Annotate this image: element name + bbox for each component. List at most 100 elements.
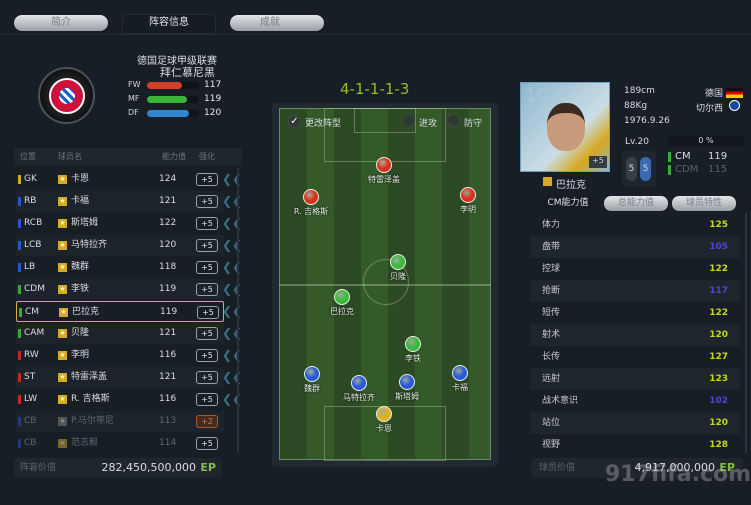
upgrade-button[interactable]: +5 xyxy=(196,261,218,274)
table-row[interactable]: ST ★ 特雷泽盖 121 +5 xyxy=(16,367,224,388)
drag-handle-icon[interactable]: ❮❮ xyxy=(222,194,243,208)
player-marker[interactable] xyxy=(452,365,468,381)
player-position: RB xyxy=(24,196,37,206)
team-name: 拜仁慕尼黑 xyxy=(160,66,215,79)
table-row[interactable]: CDM ★ 李铁 119 +5 xyxy=(16,279,224,300)
attribute-name: 视野 xyxy=(542,440,561,450)
player-name: 卡恩 xyxy=(71,174,90,184)
upgrade-button[interactable]: +5 xyxy=(196,217,218,230)
attribute-value: 123 xyxy=(709,374,728,384)
player-star-icon xyxy=(543,177,552,186)
drag-handle-icon[interactable]: ❮❮ xyxy=(222,326,243,340)
drag-handle-icon[interactable]: ❮❮ xyxy=(222,370,243,384)
player-marker[interactable] xyxy=(303,189,319,205)
player-rating: 114 xyxy=(159,438,177,448)
star-icon: ★ xyxy=(58,241,67,250)
table-row[interactable]: CB ★ 范志毅 114 +5 xyxy=(16,433,224,454)
attribute-row: 抢断 117 xyxy=(530,280,740,302)
drag-handle-icon[interactable]: ❮❮ xyxy=(222,348,243,362)
table-row[interactable]: GK ★ 卡恩 124 +5 xyxy=(16,169,224,190)
tab-achievements[interactable]: 成就 xyxy=(230,15,324,31)
player-nation: 德国 xyxy=(705,89,724,99)
drag-handle-icon[interactable]: ❮❮ xyxy=(222,238,243,252)
player-position: CB xyxy=(24,438,37,448)
drag-handle-icon[interactable]: ❮❮ xyxy=(222,304,243,318)
star-icon: ★ xyxy=(58,351,67,360)
table-row[interactable]: RW ★ 李明 116 +5 xyxy=(16,345,224,366)
player-marker[interactable] xyxy=(390,254,406,270)
player-name: R. 吉格斯 xyxy=(71,394,110,404)
player-marker-label: 卡恩 xyxy=(376,424,392,433)
header-rating: 能力值 xyxy=(162,152,186,161)
scrollbar[interactable] xyxy=(237,168,239,453)
tab-squad[interactable]: 阵容信息 xyxy=(122,14,216,34)
attr-scrollbar[interactable] xyxy=(745,213,747,453)
attribute-value: 117 xyxy=(709,286,728,296)
upgrade-button[interactable]: +5 xyxy=(196,283,218,296)
player-rating: 119 xyxy=(159,284,177,294)
player-marker[interactable] xyxy=(399,374,415,390)
attribute-value: 120 xyxy=(709,418,728,428)
defend-toggle[interactable] xyxy=(447,114,460,127)
player-marker[interactable] xyxy=(376,406,392,422)
upgrade-button[interactable]: +5 xyxy=(196,195,218,208)
player-marker-label: 贝隆 xyxy=(390,272,406,281)
upgrade-button[interactable]: +5 xyxy=(196,371,218,384)
player-rating: 124 xyxy=(159,174,177,184)
drag-handle-icon[interactable]: ❮❮ xyxy=(222,216,243,230)
upgrade-button[interactable]: +5 xyxy=(196,437,218,450)
attribute-value: 120 xyxy=(709,330,728,340)
tab-intro[interactable]: 简介 xyxy=(14,15,108,31)
rating-bar xyxy=(147,96,199,103)
upgrade-button[interactable]: +2 xyxy=(196,415,218,428)
player-rating: 118 xyxy=(159,262,177,272)
tab-total-attributes[interactable]: 总能力值 xyxy=(604,196,668,211)
table-row[interactable]: RB ★ 卡福 121 +5 xyxy=(16,191,224,212)
change-formation-checkbox[interactable]: ✓ xyxy=(288,115,301,128)
player-marker[interactable] xyxy=(405,336,421,352)
rating-value: 119 xyxy=(204,94,222,104)
player-rating: 116 xyxy=(159,350,177,360)
player-rating: 121 xyxy=(159,372,177,382)
player-marker[interactable] xyxy=(351,375,367,391)
tab-cm-attributes[interactable]: CM能力值 xyxy=(537,196,599,211)
player-marker[interactable] xyxy=(460,187,476,203)
player-plus-badge: +5 xyxy=(589,156,607,168)
table-row[interactable]: LCB ★ 马特拉齐 120 +5 xyxy=(16,235,224,256)
attribute-value: 125 xyxy=(709,220,728,230)
player-marker[interactable] xyxy=(376,157,392,173)
attack-toggle[interactable] xyxy=(402,114,415,127)
attribute-name: 体力 xyxy=(542,220,561,230)
player-position: LCB xyxy=(24,240,42,250)
upgrade-button[interactable]: +5 xyxy=(197,306,219,319)
attribute-name: 盘带 xyxy=(542,242,561,252)
drag-handle-icon[interactable]: ❮❮ xyxy=(222,260,243,274)
table-row[interactable]: CB ★ P.马尔蒂尼 113 +2 xyxy=(16,411,224,432)
table-row[interactable]: RCB ★ 斯塔姆 122 +5 xyxy=(16,213,224,234)
player-birth: 1976.9.26 xyxy=(624,116,670,126)
tab-player-traits[interactable]: 球员特性 xyxy=(672,196,736,211)
attribute-value: 122 xyxy=(709,264,728,274)
player-marker[interactable] xyxy=(304,366,320,382)
player-marker[interactable] xyxy=(334,289,350,305)
rating-label: DF xyxy=(128,108,139,117)
player-marker-label: 卡福 xyxy=(452,383,468,392)
upgrade-button[interactable]: +5 xyxy=(196,173,218,186)
left-foot-icon: 5 xyxy=(626,157,637,181)
upgrade-button[interactable]: +5 xyxy=(196,349,218,362)
player-name: 马特拉齐 xyxy=(71,240,108,250)
player-position: LB xyxy=(24,262,36,272)
upgrade-button[interactable]: +5 xyxy=(196,327,218,340)
upgrade-button[interactable]: +5 xyxy=(196,239,218,252)
table-row[interactable]: LW ★ R. 吉格斯 116 +5 xyxy=(16,389,224,410)
drag-handle-icon[interactable]: ❮❮ xyxy=(222,392,243,406)
squad-value-amount: 282,450,500,000 xyxy=(101,461,196,474)
upgrade-button[interactable]: +5 xyxy=(196,393,218,406)
table-row[interactable]: CAM ★ 贝隆 121 +5 xyxy=(16,323,224,344)
player-rating: 120 xyxy=(159,240,177,250)
drag-handle-icon[interactable]: ❮❮ xyxy=(222,172,243,186)
table-row[interactable]: LB ★ 魏群 118 +5 xyxy=(16,257,224,278)
rating-label: FW xyxy=(128,80,141,89)
drag-handle-icon[interactable]: ❮❮ xyxy=(222,282,243,296)
table-row[interactable]: CM ★ 巴拉克 119 +5 xyxy=(16,301,224,322)
